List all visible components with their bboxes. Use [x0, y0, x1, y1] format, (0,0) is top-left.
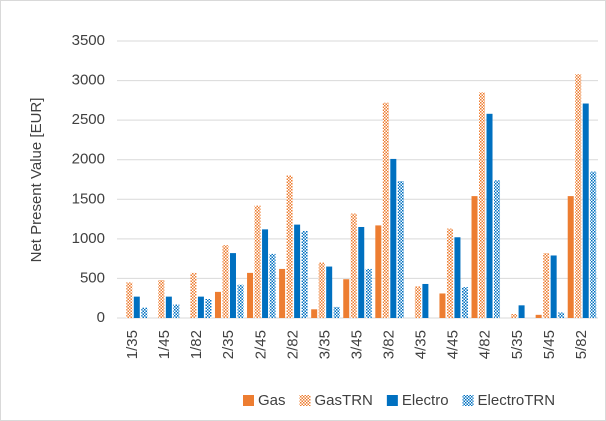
bar — [165, 296, 172, 318]
bar — [133, 296, 140, 318]
bar — [358, 226, 365, 318]
x-tick-label: 1/35 — [124, 330, 141, 359]
bar — [197, 296, 204, 318]
y-tick-label: 3500 — [72, 32, 105, 49]
legend-swatch — [243, 395, 254, 406]
bar — [190, 272, 197, 318]
x-tick-label: 1/45 — [156, 330, 173, 359]
bar — [375, 225, 382, 318]
bar — [390, 158, 397, 318]
x-tick-label: 2/35 — [220, 330, 237, 359]
bar — [567, 196, 574, 318]
bar — [422, 283, 429, 318]
bar — [550, 255, 557, 318]
x-tick-label: 3/82 — [381, 330, 398, 359]
bar — [414, 286, 421, 318]
bar — [326, 266, 333, 318]
bar — [350, 213, 357, 318]
bar — [397, 181, 404, 318]
legend-swatch — [386, 395, 398, 406]
bar — [173, 304, 180, 318]
x-tick-label: 4/82 — [477, 330, 494, 359]
bar — [333, 306, 340, 318]
legend-label: Electro — [402, 392, 449, 409]
bar — [254, 205, 261, 318]
bar — [222, 245, 229, 318]
legend-label: GasTRN — [315, 392, 373, 409]
x-tick-label: 4/35 — [413, 330, 430, 359]
bar — [311, 309, 318, 318]
x-tick-label: 2/82 — [284, 330, 301, 359]
bar — [269, 253, 276, 318]
y-tick-label: 2500 — [72, 111, 105, 128]
bar — [590, 171, 597, 318]
bar — [446, 228, 453, 318]
bar — [461, 287, 468, 318]
bar — [479, 92, 486, 318]
x-tick-label: 3/35 — [316, 330, 333, 359]
x-tick-label: 3/45 — [348, 330, 365, 359]
bar — [382, 102, 389, 318]
bar — [558, 312, 565, 318]
bar — [286, 175, 293, 318]
bar — [511, 314, 518, 318]
bar — [494, 180, 501, 318]
bar — [439, 293, 446, 318]
x-tick-label: 5/45 — [541, 330, 558, 359]
bar — [301, 230, 308, 318]
bar — [294, 224, 301, 318]
bar — [318, 262, 325, 318]
bar — [582, 103, 589, 318]
bar — [454, 237, 461, 318]
bar — [518, 305, 525, 318]
legend-swatch — [462, 395, 474, 406]
bar — [575, 74, 582, 319]
bar — [229, 253, 236, 318]
legend-label: Gas — [258, 392, 286, 409]
bar — [486, 113, 493, 318]
x-tick-label: 1/82 — [188, 330, 205, 359]
y-tick-label: 0 — [97, 309, 105, 326]
bar — [141, 307, 148, 318]
legend-swatch — [299, 395, 311, 406]
y-tick-label: 1000 — [72, 230, 105, 247]
y-tick-label: 3000 — [72, 72, 105, 89]
bar — [543, 253, 550, 318]
x-tick-label: 5/35 — [509, 330, 526, 359]
bar — [205, 299, 212, 318]
bar — [237, 284, 244, 318]
x-tick-label: 4/45 — [445, 330, 462, 359]
bar — [214, 291, 221, 318]
y-tick-label: 2000 — [72, 151, 105, 168]
bar — [471, 196, 478, 318]
bar — [262, 229, 269, 318]
legend-label: ElectroTRN — [478, 392, 556, 409]
x-tick-label: 2/45 — [252, 330, 269, 359]
x-tick-label: 5/82 — [573, 330, 590, 359]
y-tick-label: 500 — [80, 269, 105, 286]
bar — [158, 280, 165, 318]
bar — [247, 272, 254, 318]
bar — [535, 314, 542, 318]
y-tick-label: 1500 — [72, 190, 105, 207]
bar — [279, 268, 286, 318]
bar — [365, 268, 372, 318]
bar — [343, 279, 350, 318]
bar — [126, 282, 133, 318]
y-axis-title: Net Present Value [EUR] — [28, 98, 45, 263]
